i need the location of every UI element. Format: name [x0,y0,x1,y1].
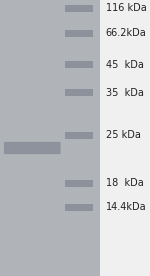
Bar [65,179,93,187]
Text: 14.4kDa: 14.4kDa [106,202,146,212]
Bar [65,62,93,68]
Text: 66.2kDa: 66.2kDa [106,28,147,38]
Bar [65,30,93,36]
FancyBboxPatch shape [100,0,150,276]
Text: 18  kDa: 18 kDa [106,178,144,188]
FancyBboxPatch shape [0,0,100,276]
Bar [65,131,93,139]
FancyBboxPatch shape [4,142,61,154]
Bar [65,89,93,97]
Text: 116 kDa: 116 kDa [106,3,147,13]
Bar [65,4,93,12]
Text: 25 kDa: 25 kDa [106,130,141,140]
Bar [65,203,93,211]
Text: 35  kDa: 35 kDa [106,88,144,98]
Text: 45  kDa: 45 kDa [106,60,144,70]
